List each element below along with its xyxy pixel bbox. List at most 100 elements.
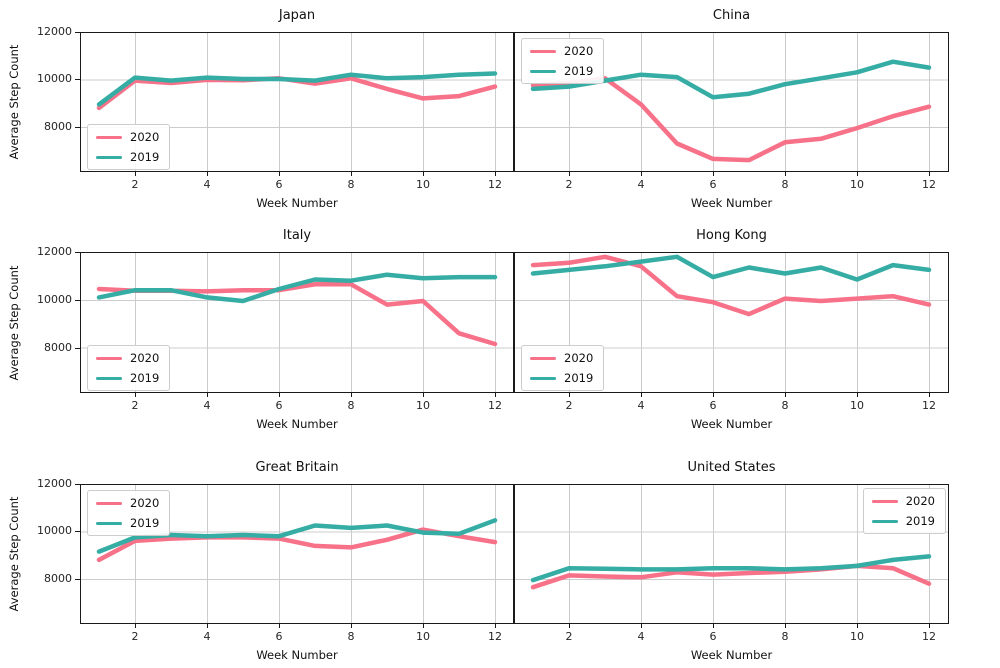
legend-line-swatch-2020 <box>96 356 122 360</box>
legend-entry-2019: 2019 <box>96 516 159 530</box>
x-tick-label: 10 <box>416 178 430 191</box>
y-tick-label: 8000 <box>44 571 72 585</box>
subplot-title-hong-kong: Hong Kong <box>696 228 767 243</box>
axes-spines <box>80 32 514 172</box>
x-axis-label: Week Number <box>256 648 338 662</box>
legend-entry-2019: 2019 <box>530 64 593 78</box>
x-tick-mark <box>423 172 424 176</box>
legend-entry-2020: 2020 <box>96 496 159 510</box>
subplot-title-japan: Japan <box>278 8 316 23</box>
series-line-2020 <box>530 254 932 317</box>
x-axis-label: Week Number <box>690 417 773 431</box>
y-tick-label: 12000 <box>37 477 72 490</box>
y-tick-label: 12000 <box>37 25 72 38</box>
x-tick-label: 6 <box>275 630 283 643</box>
y-tick-label: 10000 <box>37 524 72 538</box>
x-tick-label: 6 <box>275 399 283 412</box>
y-tick-label: 8000 <box>44 119 72 133</box>
x-tick-mark <box>857 624 858 628</box>
x-tick-label: 10 <box>850 178 864 191</box>
legend-line-swatch-2019 <box>530 376 556 380</box>
y-tick-mark <box>75 252 80 253</box>
x-tick-mark <box>135 393 136 397</box>
x-tick-label: 6 <box>709 178 717 191</box>
y-tick-mark <box>75 299 80 301</box>
x-tick-mark <box>857 172 858 176</box>
x-tick-mark <box>207 172 208 176</box>
legend-great-britain: 2020 2019 <box>87 490 171 536</box>
x-tick-mark <box>713 624 714 628</box>
legend-label-2020: 2020 <box>130 130 160 144</box>
legend-label-2019: 2019 <box>564 371 594 385</box>
legend-label-2019: 2019 <box>130 516 160 530</box>
legend-hong-kong: 2020 2019 <box>521 345 605 391</box>
legend-entry-2020: 2020 <box>96 130 159 144</box>
legend-line-swatch-2019 <box>96 521 122 525</box>
legend-label-2020: 2020 <box>130 351 160 365</box>
x-tick-mark <box>929 624 930 628</box>
x-tick-label: 4 <box>637 399 645 412</box>
x-tick-mark <box>785 624 786 628</box>
legend-line-swatch-2019 <box>96 376 122 380</box>
x-tick-mark <box>929 172 930 176</box>
x-tick-label: 10 <box>850 630 864 643</box>
x-tick-label: 12 <box>922 630 936 643</box>
x-tick-mark <box>135 624 136 628</box>
y-tick-label: 10000 <box>37 72 72 86</box>
x-tick-mark <box>351 172 352 176</box>
x-tick-mark <box>569 172 570 176</box>
x-tick-mark <box>641 624 642 628</box>
y-tick-label: 10000 <box>37 292 72 306</box>
series-line-2019 <box>96 71 498 107</box>
legend-line-swatch-2019 <box>96 155 122 159</box>
legend-label-2019: 2019 <box>130 150 160 164</box>
x-tick-label: 8 <box>781 630 789 643</box>
x-axis-label: Week Number <box>690 196 773 210</box>
y-tick-mark <box>75 126 80 128</box>
x-tick-mark <box>713 393 714 397</box>
x-tick-mark <box>207 393 208 397</box>
x-tick-mark <box>785 393 786 397</box>
x-tick-label: 6 <box>709 630 717 643</box>
legend-line-swatch-2020 <box>530 356 556 360</box>
y-tick-mark <box>75 79 80 81</box>
legend-line-swatch-2020 <box>871 499 898 503</box>
y-axis-label: Average Step Count <box>7 496 21 612</box>
x-tick-mark <box>279 624 280 628</box>
subplot-title-great-britain: Great Britain <box>255 460 339 475</box>
x-tick-mark <box>495 393 496 397</box>
x-tick-mark <box>279 393 280 397</box>
y-axis-label: Average Step Count <box>7 44 21 160</box>
x-tick-label: 12 <box>488 630 502 643</box>
x-tick-mark <box>857 393 858 397</box>
subplot-title-italy: Italy <box>282 228 312 243</box>
subplot-italy <box>80 252 514 393</box>
x-tick-label: 12 <box>488 178 502 191</box>
legend-line-swatch-2020 <box>96 135 122 139</box>
x-tick-mark <box>569 393 570 397</box>
legend-label-2019: 2019 <box>130 371 160 385</box>
legend-label-2019: 2019 <box>564 64 594 78</box>
legend-entry-2020: 2020 <box>530 351 593 365</box>
plot-area-united-states <box>514 484 949 624</box>
axes-spines <box>80 252 514 393</box>
y-tick-mark <box>75 347 80 349</box>
x-axis-label: Week Number <box>256 196 338 210</box>
x-tick-mark <box>495 624 496 628</box>
legend-united-states: 2020 2019 <box>862 488 946 534</box>
x-tick-label: 10 <box>850 399 864 412</box>
series-line-2020 <box>530 76 932 163</box>
y-axis-label: Average Step Count <box>7 265 21 380</box>
subplot-title-china: China <box>712 8 751 23</box>
legend-line-swatch-2019 <box>530 69 556 73</box>
x-tick-mark <box>423 624 424 628</box>
legend-entry-2019: 2019 <box>871 514 935 528</box>
legend-china: 2020 2019 <box>521 38 605 84</box>
subplot-title-united-states: United States <box>687 460 776 475</box>
x-axis-label: Week Number <box>690 648 773 662</box>
x-tick-mark <box>279 172 280 176</box>
x-tick-mark <box>351 393 352 397</box>
x-axis-label: Week Number <box>256 417 338 431</box>
x-tick-label: 10 <box>416 630 430 643</box>
